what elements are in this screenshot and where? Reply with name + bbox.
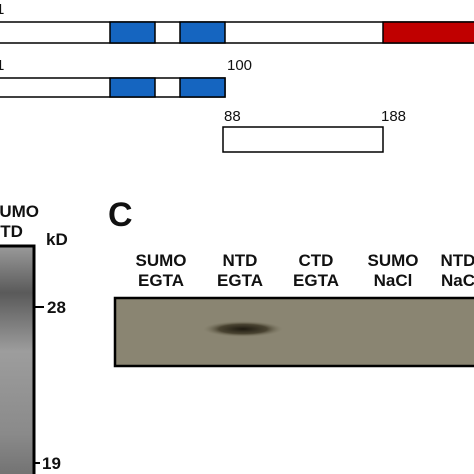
- domain: [109, 21, 156, 44]
- residue-label: 100: [227, 57, 252, 74]
- lane-label: SUMO: [368, 251, 419, 270]
- domain: [109, 77, 156, 98]
- gel-b: [0, 244, 36, 474]
- lane-label: EGTA: [217, 271, 263, 290]
- marker-label: 19: [42, 454, 61, 473]
- unit-label: kD: [46, 230, 68, 249]
- panel-a: [0, 21, 474, 153]
- panel-letter: C: [108, 196, 133, 234]
- residue-label: 188: [381, 108, 406, 125]
- lane-label: SUMO: [0, 202, 39, 221]
- lane-label: EGTA: [293, 271, 339, 290]
- domain: [179, 77, 226, 98]
- domain: [179, 21, 226, 44]
- gel-band: [203, 321, 283, 337]
- lane-label: NaCl: [374, 271, 413, 290]
- lane-label: SUMO: [136, 251, 187, 270]
- lane-label: NTD: [441, 251, 474, 270]
- residue-label: 1: [0, 57, 4, 74]
- lane-label: NTD: [223, 251, 258, 270]
- domain: [382, 21, 474, 44]
- gel-c: [113, 296, 474, 368]
- marker-label: 28: [47, 298, 66, 317]
- lane-label: EGTA: [138, 271, 184, 290]
- residue-label: 88: [224, 108, 241, 125]
- construct-ctd: [222, 126, 384, 153]
- lane-label: NTD: [0, 222, 23, 241]
- lane-label: NaC: [441, 271, 474, 290]
- lane-label: CTD: [299, 251, 334, 270]
- residue-label: 1: [0, 1, 4, 18]
